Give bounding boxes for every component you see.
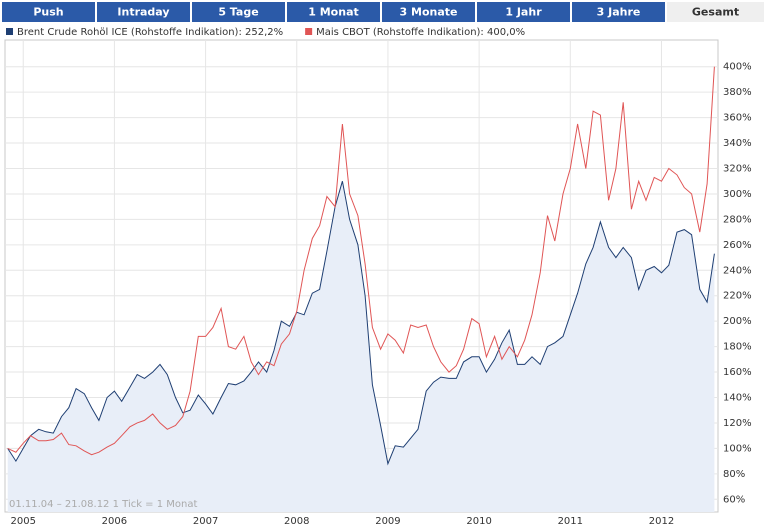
legend-swatch	[6, 28, 13, 35]
tab-label: 3 Jahre	[597, 6, 641, 19]
area	[7, 181, 715, 512]
marks	[7, 66, 715, 512]
y-tick-label: 280%	[723, 214, 752, 225]
tab-background	[2, 2, 95, 22]
tab-label: Intraday	[117, 6, 169, 19]
y-tick-label: 160%	[723, 367, 752, 378]
note: 01.11.04 – 21.08.12 1 Tick = 1 Monat	[9, 499, 197, 510]
y-tick-label: 180%	[723, 342, 752, 353]
legend-label: Mais CBOT (Rohstoffe Indikation): 400,0%	[316, 27, 525, 38]
tab-background	[382, 2, 475, 22]
x-tick-label: 2007	[193, 516, 218, 527]
x-tick-label: 2011	[558, 516, 583, 527]
x-tick-label: 2009	[375, 516, 400, 527]
y-tick-label: 220%	[723, 291, 752, 302]
x-tick-label: 2010	[466, 516, 491, 527]
tab[interactable]: 5 Tage	[192, 2, 285, 22]
line	[7, 181, 715, 466]
tab-background	[477, 2, 570, 22]
y-tick-label: 240%	[723, 265, 752, 276]
tab-label: Push	[33, 6, 63, 19]
tab-background	[287, 2, 380, 22]
x-tick-label: 2008	[284, 516, 309, 527]
legend-label: Brent Crude Rohöl ICE (Rohstoffe Indikat…	[17, 27, 283, 38]
tab-background	[572, 2, 665, 22]
tab[interactable]: Gesamt	[667, 2, 764, 22]
y-tick-label: 260%	[723, 240, 752, 251]
tab-background	[667, 2, 764, 22]
tab-bar: Push Intraday 5 Tage 1 Monat 3 Monate 1 Jahr 3…	[2, 2, 764, 22]
y-tick-label: 340%	[723, 138, 752, 149]
x-tick-label: 2006	[102, 516, 127, 527]
tab-label: 1 Monat	[308, 6, 359, 19]
y-tick-label: 80%	[723, 469, 745, 480]
tab[interactable]: Intraday	[97, 2, 190, 22]
y-tick-label: 60%	[723, 494, 745, 505]
tab[interactable]: 1 Monat	[287, 2, 380, 22]
y-tick-label: 120%	[723, 418, 752, 429]
tab-label: 5 Tage	[218, 6, 258, 19]
labels: 60% 80% 100% 120% 140% 160% 180% 200% 220% 240% 26…	[6, 27, 752, 527]
y-tick-label: 100%	[723, 443, 752, 454]
legend-swatch	[305, 28, 313, 35]
line	[7, 66, 715, 456]
y-tick-label: 320%	[723, 163, 752, 174]
y-tick-label: 140%	[723, 392, 752, 403]
x-tick-label: 2005	[11, 516, 36, 527]
tab-label: 3 Monate	[400, 6, 458, 19]
tab[interactable]: 3 Monate	[382, 2, 475, 22]
y-tick-label: 300%	[723, 189, 752, 200]
tab[interactable]: Push	[2, 2, 95, 22]
tab-label: 1 Jahr	[505, 6, 542, 19]
tab-background	[97, 2, 190, 22]
tab-label: Gesamt	[692, 6, 739, 19]
tab[interactable]: 3 Jahre	[572, 2, 665, 22]
y-tick-label: 380%	[723, 87, 752, 98]
tab[interactable]: 1 Jahr	[477, 2, 570, 22]
y-tick-label: 200%	[723, 316, 752, 327]
y-tick-label: 360%	[723, 113, 752, 124]
y-tick-label: 400%	[723, 62, 752, 73]
tab-background	[192, 2, 285, 22]
x-tick-label: 2012	[649, 516, 674, 527]
